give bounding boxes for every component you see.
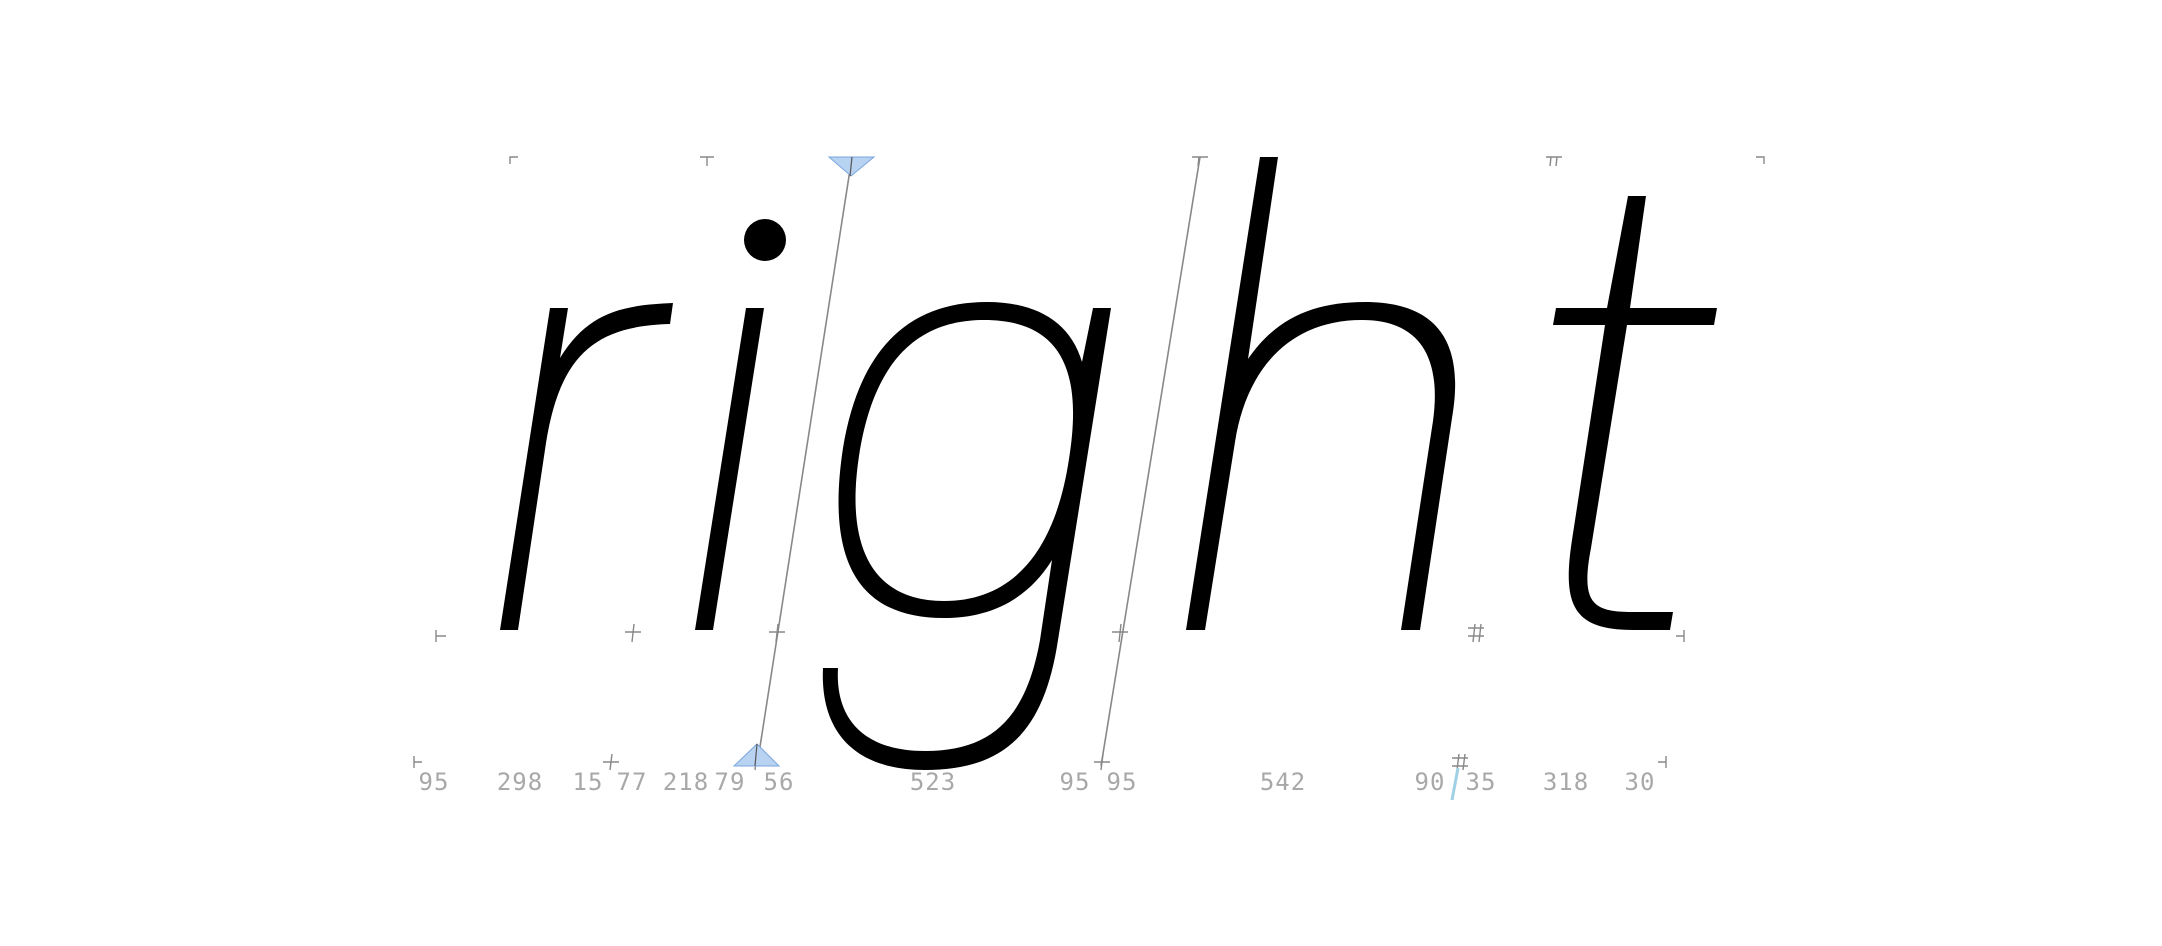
- node-marker-base-r: [625, 623, 641, 643]
- spacing-value-label[interactable]: 15: [572, 768, 604, 796]
- slant-handle-bottom-stem: [754, 743, 758, 767]
- node-marker-top-t: [1546, 156, 1562, 167]
- spacing-value-label[interactable]: 542: [1259, 768, 1307, 796]
- spacing-value-label[interactable]: 218: [662, 768, 710, 796]
- guide-lines: [756, 156, 1201, 767]
- corner-marker-top-right: [1756, 156, 1765, 164]
- glyph-t[interactable]: [1553, 196, 1717, 630]
- glyph-r[interactable]: [500, 303, 673, 630]
- node-marker-base-left: [435, 630, 446, 642]
- node-marker-desc-left: [413, 756, 422, 768]
- node-markers: [413, 156, 1765, 771]
- spacing-value-label[interactable]: 95: [418, 768, 450, 796]
- node-marker-desc-right: [1658, 756, 1667, 768]
- node-marker-base-i: [769, 623, 785, 643]
- slant-guide-line-left[interactable]: [756, 156, 853, 767]
- node-marker-base-h: [1468, 623, 1484, 643]
- slant-guide-line-right[interactable]: [1100, 156, 1201, 767]
- spacing-value-label[interactable]: 35: [1465, 768, 1497, 796]
- node-marker-base-g: [1112, 623, 1128, 643]
- node-marker-top-i: [700, 156, 714, 166]
- node-marker-desc-h: [1094, 753, 1110, 771]
- node-marker-top-h: [1192, 156, 1208, 167]
- spacing-value-label[interactable]: 30: [1624, 768, 1656, 796]
- spacing-value-label[interactable]: 77: [616, 768, 648, 796]
- spacing-value-label[interactable]: 523: [909, 768, 957, 796]
- node-marker-desc-t: [1452, 753, 1468, 771]
- corner-marker-top-left: [509, 156, 518, 164]
- glyph-i-stem[interactable]: [695, 308, 764, 630]
- glyph-outlines: [500, 157, 1717, 770]
- glyph-i-dot[interactable]: [744, 219, 786, 261]
- spacing-value-label[interactable]: 95: [1106, 768, 1138, 796]
- spacing-value-label[interactable]: 79: [714, 768, 746, 796]
- node-marker-base-right: [1676, 630, 1685, 642]
- slant-handle-top-stem: [849, 156, 853, 177]
- glyph-h[interactable]: [1186, 157, 1456, 630]
- spacing-value-label[interactable]: 56: [763, 768, 795, 796]
- spacing-value-label[interactable]: 95: [1059, 768, 1091, 796]
- spacing-value-label[interactable]: 298: [496, 768, 544, 796]
- node-marker-desc-r: [603, 753, 619, 771]
- glyph-g[interactable]: [822, 302, 1111, 770]
- text-cursor[interactable]: [1450, 767, 1460, 801]
- spacing-value-label[interactable]: 318: [1542, 768, 1590, 796]
- spacing-value-label[interactable]: 90: [1414, 768, 1446, 796]
